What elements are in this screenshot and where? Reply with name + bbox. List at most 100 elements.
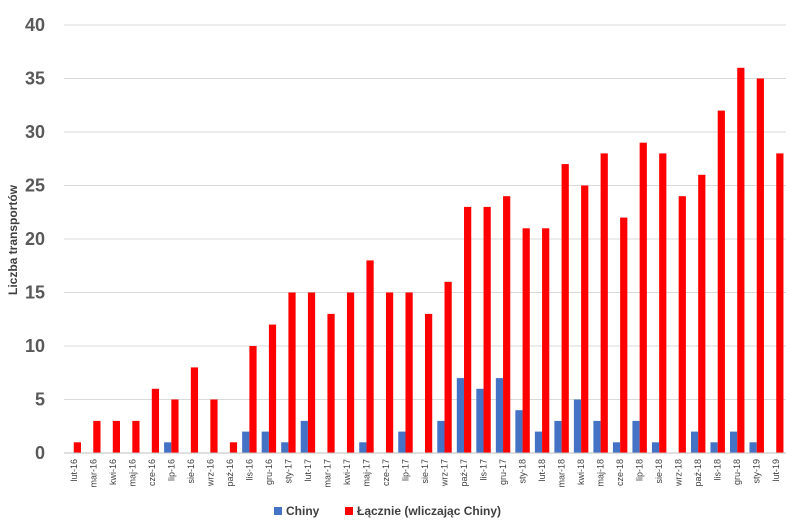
bar-lacznie [249, 346, 257, 453]
bars [73, 67, 784, 454]
x-tick-label: paź-18 [693, 459, 703, 487]
bar-lacznie [73, 442, 81, 453]
x-axis-ticks: lut-16 mar-16 kwi-16 maj-16 cze-16 lip-16 sie-… [69, 459, 781, 488]
bar-lacznie [717, 110, 725, 453]
legend-swatch-chiny [274, 507, 282, 515]
legend-label-lacznie: Łącznie (wliczając Chiny) [357, 504, 501, 518]
bar-chiny [534, 431, 543, 453]
x-tick-label: lis-16 [244, 459, 254, 481]
y-tick-label: 20 [25, 229, 45, 249]
x-tick-label: lis-17 [479, 459, 489, 481]
bar-lacznie [425, 313, 433, 453]
y-tick-label: 10 [25, 336, 45, 356]
bar-lacznie [561, 164, 569, 453]
x-tick-label: lis-18 [713, 459, 723, 481]
x-tick-label: mar-18 [557, 459, 567, 488]
x-tick-label: kwi-18 [576, 459, 586, 485]
legend: Chiny Łącznie (wliczając Chiny) [274, 504, 501, 518]
bar-lacznie [385, 292, 394, 453]
bar-lacznie [639, 142, 647, 453]
bar-lacznie [444, 281, 452, 453]
x-tick-label: wrz-17 [440, 459, 450, 487]
x-tick-label: lut-17 [303, 459, 313, 482]
bar-chiny [164, 442, 172, 453]
bar-lacznie [581, 185, 589, 453]
x-tick-label: paź-17 [459, 459, 469, 487]
x-tick-label: lip-16 [166, 459, 176, 481]
bar-lacznie [229, 442, 238, 453]
bar-chiny [437, 420, 445, 453]
x-tick-label: maj-16 [127, 459, 137, 487]
x-tick-label: lip-18 [635, 459, 645, 481]
bar-lacznie [171, 399, 179, 453]
bar-lacznie [112, 420, 121, 453]
bar-lacznie [483, 206, 491, 453]
y-tick-label: 5 [35, 390, 45, 410]
bar-lacznie [600, 153, 608, 453]
bar-chiny [612, 442, 621, 453]
x-tick-label: sty-17 [283, 459, 293, 484]
bar-lacznie [756, 78, 764, 453]
x-tick-label: cze-17 [381, 459, 391, 486]
y-tick-label: 40 [25, 15, 45, 35]
bar-chiny [300, 420, 308, 453]
bar-lacznie [659, 153, 667, 453]
legend-label-chiny: Chiny [286, 504, 320, 518]
bar-lacznie [522, 228, 530, 453]
x-tick-label: lut-16 [69, 459, 79, 482]
x-tick-label: cze-16 [147, 459, 157, 486]
bar-chiny [573, 399, 582, 453]
bar-chiny [281, 442, 289, 453]
bar-lacznie [268, 324, 277, 453]
y-axis-ticks: 0 5 10 15 20 25 30 35 40 [25, 15, 45, 463]
x-tick-label: maj-18 [596, 459, 606, 487]
y-tick-label: 30 [25, 122, 45, 142]
bar-chiny [749, 442, 757, 453]
y-tick-label: 0 [35, 443, 45, 463]
bar-lacznie [190, 367, 199, 453]
bar-lacznie [93, 420, 101, 453]
legend-swatch-lacznie [345, 507, 353, 515]
x-tick-label: mar-16 [88, 459, 98, 488]
gridlines [64, 24, 786, 400]
x-tick-label: sie-16 [186, 459, 196, 484]
bar-lacznie [346, 292, 355, 453]
bar-chiny [690, 431, 699, 453]
x-tick-label: maj-17 [361, 459, 371, 487]
bar-lacznie [405, 292, 413, 453]
bar-chiny [710, 442, 718, 453]
x-tick-label: lut-18 [537, 459, 547, 482]
bar-chiny [359, 442, 367, 453]
bar-chiny [729, 431, 738, 453]
x-tick-label: sie-17 [420, 459, 430, 484]
bar-lacznie [464, 206, 472, 453]
y-tick-label: 15 [25, 283, 45, 303]
x-tick-label: wrz-16 [205, 459, 215, 487]
y-tick-label: 35 [25, 69, 45, 89]
bar-chiny [554, 420, 562, 453]
bar-chiny [632, 420, 640, 453]
x-tick-label: kwi-16 [108, 459, 118, 485]
x-tick-label: paź-16 [225, 459, 235, 487]
bar-chiny [476, 388, 484, 453]
bar-lacznie [210, 399, 218, 453]
x-tick-label: wrz-18 [674, 459, 684, 487]
x-tick-label: sie-18 [654, 459, 664, 484]
bar-chiny [593, 420, 601, 453]
bar-chiny [651, 442, 660, 453]
y-axis-title: Liczba transportów [6, 184, 20, 295]
bar-chiny [515, 410, 523, 453]
bar-chiny [456, 378, 465, 453]
bar-lacznie [698, 174, 706, 454]
x-tick-label: gru-17 [498, 459, 508, 485]
x-tick-label: kwi-17 [342, 459, 352, 485]
bar-lacznie [678, 196, 686, 453]
bar-chiny [261, 431, 269, 453]
bar-lacznie [151, 388, 160, 453]
bar-chiny [398, 431, 406, 453]
y-tick-label: 25 [25, 176, 45, 196]
bar-lacznie [366, 260, 374, 453]
bar-lacznie [132, 420, 140, 453]
x-tick-label: lip-17 [400, 459, 410, 481]
